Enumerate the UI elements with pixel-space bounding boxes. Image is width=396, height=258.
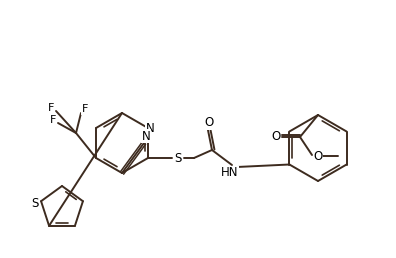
Text: F: F bbox=[48, 103, 54, 113]
Text: F: F bbox=[82, 104, 88, 114]
Text: N: N bbox=[142, 130, 150, 142]
Text: O: O bbox=[313, 149, 323, 163]
Text: S: S bbox=[174, 151, 182, 165]
Text: O: O bbox=[204, 117, 213, 130]
Text: F: F bbox=[50, 115, 56, 125]
Text: S: S bbox=[31, 197, 39, 210]
Text: N: N bbox=[146, 123, 154, 135]
Text: O: O bbox=[271, 131, 281, 143]
Text: HN: HN bbox=[221, 166, 239, 180]
